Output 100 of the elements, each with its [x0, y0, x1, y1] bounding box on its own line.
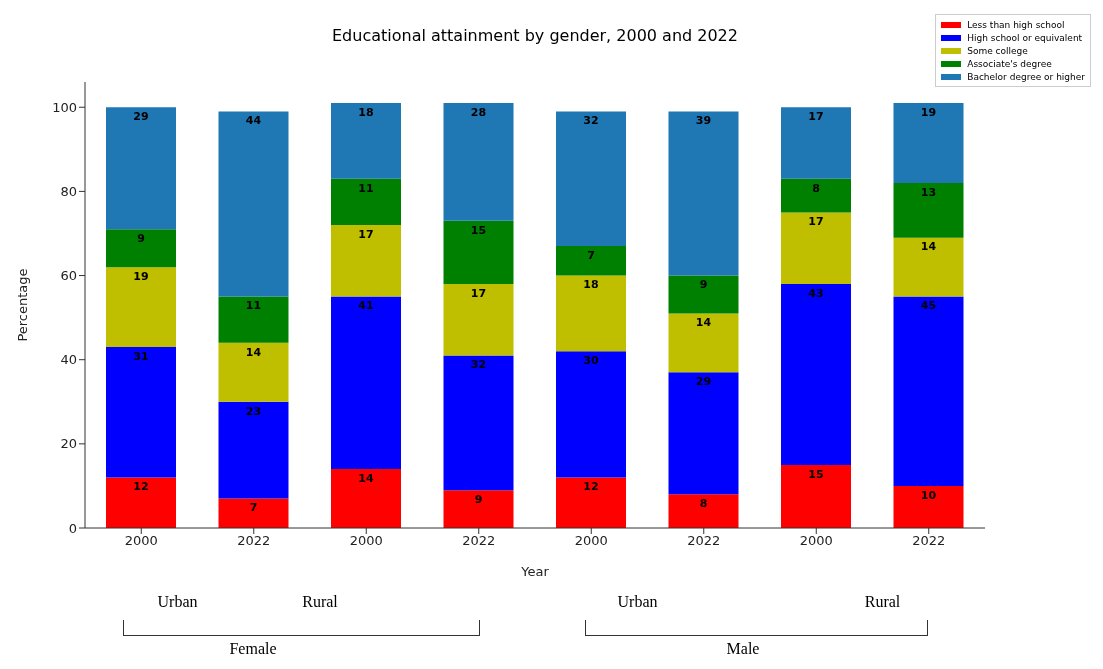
bar	[556, 246, 626, 276]
bar	[893, 296, 964, 486]
bar	[668, 372, 739, 495]
data-label: 17	[358, 227, 374, 241]
data-label: 8	[812, 181, 820, 195]
text: Rural	[863, 593, 902, 611]
data-label: 14	[695, 316, 712, 330]
data-label: 32	[470, 358, 487, 372]
bar	[556, 351, 626, 478]
bar	[218, 401, 289, 499]
data-label: 17	[470, 286, 487, 300]
bar	[556, 275, 626, 352]
data-label: 9	[474, 492, 483, 506]
data-label: 45	[920, 299, 937, 313]
y-tick-label: 0	[68, 520, 77, 536]
bar	[218, 296, 289, 343]
text: Male	[725, 640, 761, 658]
y-tick-label: 100	[52, 99, 77, 115]
bar	[668, 494, 739, 528]
x-tick-label: 2022	[237, 533, 271, 549]
bar	[331, 296, 401, 470]
bar	[556, 111, 626, 247]
data-label: 17	[808, 215, 824, 229]
data-label: 11	[245, 299, 262, 313]
y-tick-label: 40	[60, 352, 77, 368]
bar	[781, 178, 851, 213]
bar	[106, 107, 176, 230]
bar	[668, 313, 739, 373]
bar	[443, 220, 514, 284]
data-label: 11	[358, 181, 374, 195]
data-label: 15	[470, 223, 487, 237]
data-label: 31	[133, 349, 149, 363]
bar	[893, 237, 964, 297]
bar	[443, 490, 514, 528]
bar	[331, 225, 401, 297]
data-label: 18	[358, 105, 374, 119]
x-tick-label: 2022	[912, 533, 946, 549]
bar	[106, 347, 176, 478]
data-label: 10	[920, 488, 937, 502]
bar	[331, 103, 401, 179]
bar	[443, 103, 514, 221]
data-label: 41	[358, 299, 374, 313]
legend-label: Some college	[967, 45, 1028, 56]
x-tick-label: 2000	[799, 533, 833, 549]
bar	[106, 477, 176, 528]
data-label: 32	[583, 114, 599, 128]
data-label: 14	[245, 345, 262, 359]
text: Rural	[301, 593, 339, 611]
data-label: 14	[358, 471, 374, 485]
chart-title: Educational attainment by gender, 2000 and 2022	[332, 26, 738, 45]
data-label: 29	[695, 375, 712, 389]
data-label: 7	[587, 248, 595, 262]
bar	[893, 485, 964, 528]
y-axis-title: Percentage	[14, 268, 30, 342]
data-label: 12	[583, 480, 599, 494]
y-tick-label: 80	[60, 184, 77, 200]
data-label: 29	[133, 110, 149, 124]
legend-label: Associate's degree	[967, 58, 1052, 69]
bar	[668, 275, 739, 314]
text: Female	[228, 640, 278, 658]
x-tick-label: 2000	[574, 533, 608, 549]
data-label: 28	[470, 105, 487, 119]
data-label: 15	[808, 467, 824, 481]
text: Urban	[616, 593, 659, 611]
data-label: 43	[808, 286, 824, 300]
x-tick-label: 2022	[462, 533, 496, 549]
data-label: 44	[245, 114, 262, 128]
y-tick-label: 20	[60, 436, 77, 452]
x-tick-label: 2000	[124, 533, 158, 549]
data-label: 39	[695, 114, 712, 128]
bar	[781, 464, 851, 528]
data-label: 14	[920, 240, 937, 254]
data-label: 13	[920, 185, 937, 199]
bar	[331, 178, 401, 226]
data-label: 7	[249, 501, 258, 515]
x-axis-title: Year	[520, 564, 550, 579]
x-tick-label: 2000	[349, 533, 383, 549]
bar	[668, 111, 739, 276]
bar	[443, 355, 514, 491]
legend-label: Bachelor degree or higher	[967, 71, 1085, 82]
data-label: 18	[583, 278, 599, 292]
bar	[556, 477, 626, 528]
bar	[443, 283, 514, 356]
legend-label: Less than high school	[967, 19, 1065, 30]
bar	[106, 229, 176, 268]
x-tick-label: 2022	[687, 533, 721, 549]
data-label: 9	[137, 232, 145, 246]
y-tick-label: 60	[60, 268, 77, 284]
bar	[331, 469, 401, 528]
data-label: 12	[133, 480, 149, 494]
text: Urban	[156, 593, 199, 611]
data-label: 17	[808, 110, 824, 124]
data-label: 19	[920, 105, 937, 119]
bar	[893, 182, 964, 238]
data-label: 30	[583, 354, 599, 368]
bar	[893, 103, 964, 183]
bar	[218, 342, 289, 402]
bar	[218, 498, 289, 528]
data-label: 23	[245, 404, 262, 418]
data-label: 9	[699, 278, 708, 292]
